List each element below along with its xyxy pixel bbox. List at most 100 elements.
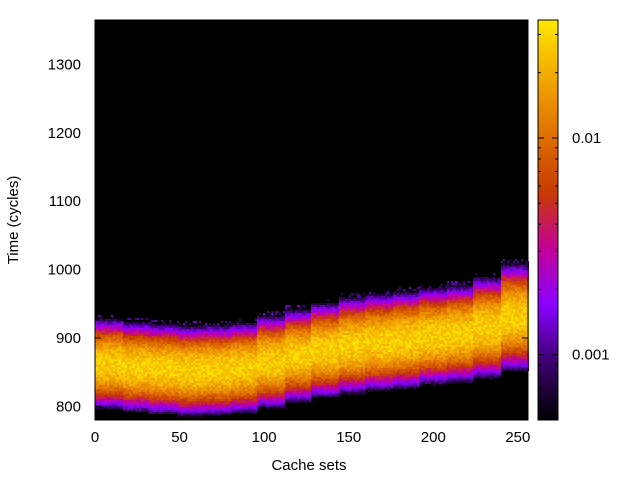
heatmap-cell [169, 332, 171, 334]
heatmap-cell [299, 399, 301, 401]
heatmap-cell [229, 365, 231, 367]
heatmap-cell [201, 339, 203, 341]
heatmap-cell [211, 325, 213, 327]
heatmap-cell [95, 367, 97, 369]
heatmap-cell [213, 399, 215, 401]
heatmap-cell [191, 339, 193, 341]
heatmap-cell [115, 381, 117, 383]
heatmap-cell [289, 401, 291, 403]
heatmap-cell [117, 407, 119, 409]
heatmap-cell [293, 327, 295, 329]
heatmap-cell [137, 334, 139, 336]
heatmap-cell [103, 341, 105, 343]
heatmap-cell [209, 341, 211, 343]
heatmap-cell [143, 348, 145, 350]
heatmap-cell [183, 407, 185, 409]
heatmap-cell [107, 397, 109, 399]
heatmap-cell [297, 335, 299, 337]
heatmap-cell [187, 399, 189, 401]
heatmap-cell [255, 407, 257, 409]
heatmap-cell [285, 373, 287, 375]
heatmap-cell [301, 363, 303, 365]
heatmap-cell [237, 345, 239, 347]
heatmap-cell [223, 383, 225, 385]
heatmap-cell [183, 329, 185, 331]
heatmap-cell [191, 373, 193, 375]
heatmap-cell [203, 411, 205, 413]
heatmap-cell [125, 410, 127, 412]
heatmap-cell [191, 371, 193, 373]
heatmap-cell [221, 353, 223, 355]
heatmap-cell [141, 356, 143, 358]
heatmap-cell [159, 406, 161, 408]
heatmap-cell [107, 361, 109, 363]
heatmap-cell [275, 397, 277, 399]
heatmap-cell [237, 327, 239, 329]
heatmap-cell [205, 367, 207, 369]
heatmap-cell [97, 361, 99, 363]
heatmap-cell [293, 311, 295, 313]
heatmap-cell [309, 369, 311, 371]
heatmap-cell [167, 324, 169, 326]
heatmap-cell [99, 345, 101, 347]
heatmap-cell [249, 411, 251, 413]
heatmap-cell [141, 406, 143, 408]
heatmap-cell [209, 325, 211, 327]
heatmap-cell [143, 388, 145, 390]
heatmap-cell [235, 381, 237, 383]
heatmap-cell [187, 405, 189, 407]
heatmap-cell [109, 321, 111, 323]
heatmap-cell [107, 393, 109, 395]
heatmap-cell [255, 383, 257, 385]
heatmap-cell [185, 375, 187, 377]
heatmap-cell [301, 321, 303, 323]
heatmap-cell [155, 342, 157, 344]
heatmap-cell [195, 363, 197, 365]
heatmap-cell [231, 373, 233, 375]
heatmap-cell [177, 343, 179, 345]
heatmap-cell [253, 337, 255, 339]
heatmap-cell [289, 335, 291, 337]
heatmap-cell [221, 365, 223, 367]
heatmap-cell [165, 400, 167, 402]
heatmap-cell [303, 393, 305, 395]
heatmap-cell [309, 367, 311, 369]
heatmap-cell [123, 404, 125, 406]
heatmap-cell [179, 349, 181, 351]
heatmap-cell [281, 369, 283, 371]
heatmap-cell [301, 399, 303, 401]
heatmap-cell [191, 375, 193, 377]
heatmap-cell [243, 391, 245, 393]
heatmap-cell [113, 319, 115, 321]
heatmap-cell [263, 331, 265, 333]
heatmap-cell [253, 377, 255, 379]
heatmap-cell [151, 372, 153, 374]
heatmap-cell [105, 389, 107, 391]
heatmap-cell [97, 373, 99, 375]
heatmap-cell [189, 337, 191, 339]
heatmap-cell [271, 371, 273, 373]
heatmap-cell [301, 351, 303, 353]
heatmap-cell [111, 355, 113, 357]
heatmap-cell [287, 329, 289, 331]
heatmap-cell [179, 387, 181, 389]
heatmap-cell [137, 368, 139, 370]
heatmap-cell [161, 400, 163, 402]
heatmap-cell [187, 401, 189, 403]
heatmap-cell [97, 403, 99, 405]
heatmap-cell [179, 365, 181, 367]
heatmap-cell [275, 337, 277, 339]
heatmap-cell [193, 341, 195, 343]
heatmap-cell [119, 329, 121, 331]
heatmap-cell [163, 334, 165, 336]
heatmap-cell [293, 343, 295, 345]
heatmap-cell [127, 386, 129, 388]
heatmap-cell [231, 341, 233, 343]
heatmap-cell [177, 399, 179, 401]
heatmap-cell [137, 406, 139, 408]
heatmap-cell [177, 381, 179, 383]
heatmap-cell [225, 403, 227, 405]
heatmap-cell [111, 381, 113, 383]
heatmap-cell [131, 392, 133, 394]
heatmap-cell [245, 327, 247, 329]
